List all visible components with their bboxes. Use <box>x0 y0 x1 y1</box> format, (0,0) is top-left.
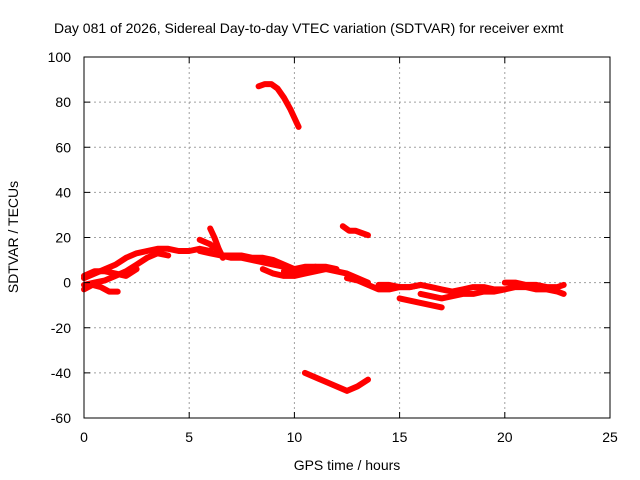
series-track-c <box>81 281 121 295</box>
x-tick-label: 15 <box>392 429 408 445</box>
x-tick-label: 10 <box>287 429 303 445</box>
y-axis-label: SDTVAR / TECUs <box>5 181 21 293</box>
y-tick-label: 40 <box>55 184 71 200</box>
y-tick-label: -20 <box>51 320 71 336</box>
series-track-m <box>301 369 371 394</box>
series-track-r <box>501 279 567 291</box>
y-tick-label: 0 <box>63 275 71 291</box>
y-tick-label: -40 <box>51 365 71 381</box>
x-tick-label: 20 <box>497 429 513 445</box>
y-tick-label: -60 <box>51 410 71 426</box>
plot-frame <box>83 56 611 419</box>
series-track-i <box>259 266 329 279</box>
axis-ticks: 0 5 10 15 20 25 -60 -40 -20 0 20 40 60 80 100 <box>48 49 618 445</box>
data-series <box>81 81 567 394</box>
grid <box>84 57 610 418</box>
x-tick-label: 5 <box>185 429 193 445</box>
series-track-l <box>339 223 371 239</box>
chart-title: Day 081 of 2026, Sidereal Day-to-day VTE… <box>54 20 563 36</box>
y-tick-label: 100 <box>48 49 72 65</box>
series-track-o <box>375 281 508 295</box>
x-tick-label: 25 <box>602 429 618 445</box>
y-tick-label: 60 <box>55 139 71 155</box>
y-tick-label: 20 <box>55 230 71 246</box>
x-tick-label: 0 <box>80 429 88 445</box>
series-track-p <box>396 295 445 311</box>
series-track-d <box>81 266 140 279</box>
series-track-g <box>196 236 224 257</box>
series-track-b <box>81 250 172 288</box>
x-axis-label: GPS time / hours <box>294 457 401 473</box>
y-tick-label: 80 <box>55 94 71 110</box>
series-track-k <box>255 81 302 130</box>
